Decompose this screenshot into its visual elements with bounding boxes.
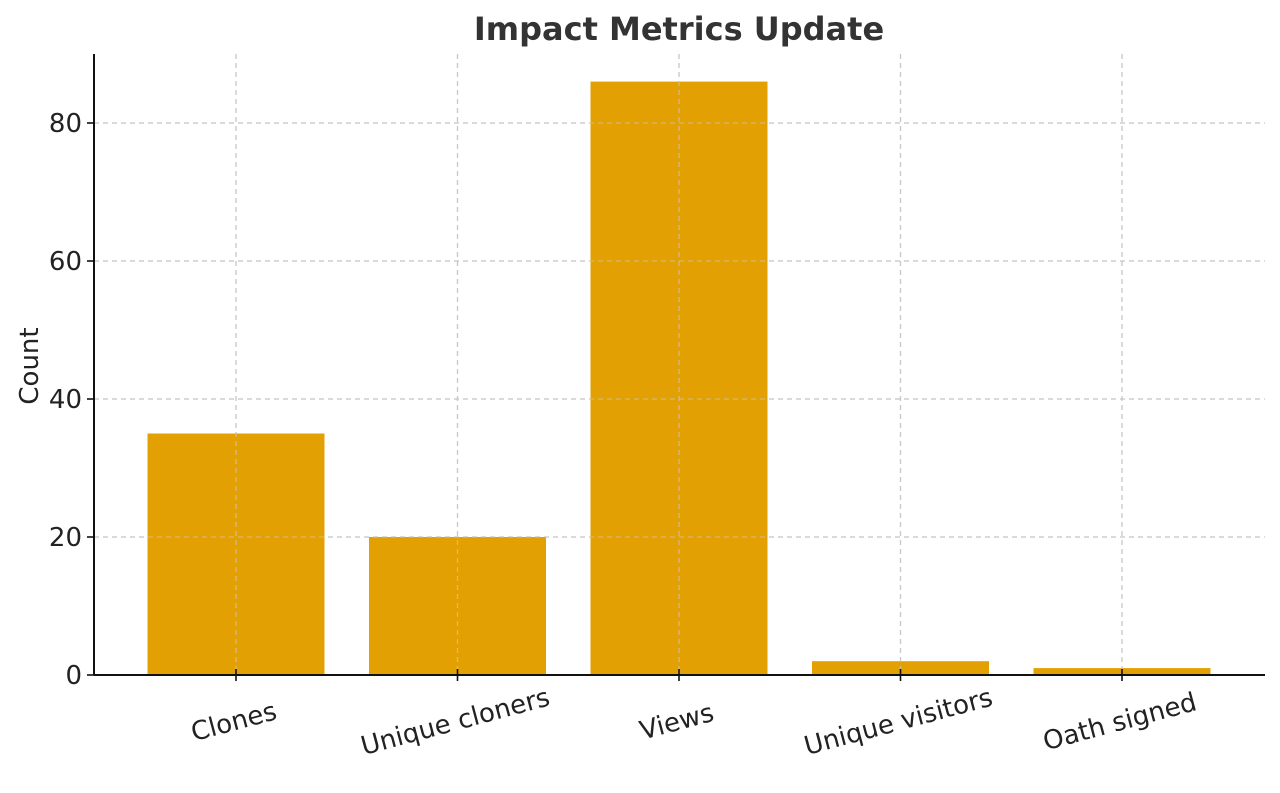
x-tick-label: Oath signed [1040,687,1200,757]
bars-group [94,54,1265,676]
x-tick-label: Views [637,698,717,746]
y-ticks: 0 20 40 60 80 [49,109,94,691]
x-tick-label: Clones [188,696,280,748]
y-tick-label: 80 [49,109,82,139]
chart-title: Impact Metrics Update [474,10,884,48]
y-tick-label: 20 [49,523,82,553]
y-axis-label: Count [15,327,45,404]
y-tick-label: 40 [49,385,82,415]
y-tick-label: 0 [65,661,82,691]
x-tick-label: Unique visitors [801,683,996,762]
x-tick-label: Unique cloners [358,683,553,762]
x-ticks: Clones Unique cloners Views Unique visitors… [188,669,1200,762]
y-tick-label: 60 [49,247,82,277]
